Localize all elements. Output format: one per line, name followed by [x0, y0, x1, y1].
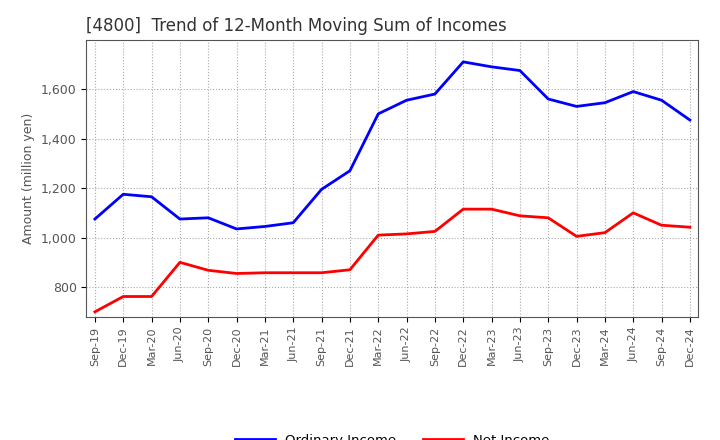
Net Income [289, 270, 297, 275]
Net Income [346, 267, 354, 272]
Net Income [148, 294, 156, 299]
Net Income [657, 223, 666, 228]
Net Income [431, 229, 439, 234]
Net Income [600, 230, 609, 235]
Net Income [233, 271, 241, 276]
Ordinary Income [91, 216, 99, 222]
Ordinary Income [119, 192, 127, 197]
Ordinary Income [346, 168, 354, 173]
Net Income [374, 232, 382, 238]
Net Income [204, 268, 212, 273]
Ordinary Income [176, 216, 184, 222]
Ordinary Income [402, 98, 411, 103]
Ordinary Income [204, 215, 212, 220]
Line: Net Income: Net Income [95, 209, 690, 312]
Net Income [176, 260, 184, 265]
Ordinary Income [600, 100, 609, 105]
Net Income [119, 294, 127, 299]
Ordinary Income [318, 187, 326, 192]
Legend: Ordinary Income, Net Income: Ordinary Income, Net Income [230, 429, 555, 440]
Ordinary Income [629, 89, 637, 94]
Ordinary Income [431, 92, 439, 97]
Net Income [91, 309, 99, 315]
Ordinary Income [657, 98, 666, 103]
Net Income [261, 270, 269, 275]
Ordinary Income [459, 59, 467, 65]
Ordinary Income [374, 111, 382, 117]
Ordinary Income [233, 226, 241, 231]
Ordinary Income [516, 68, 524, 73]
Net Income [459, 206, 467, 212]
Ordinary Income [572, 104, 581, 109]
Ordinary Income [289, 220, 297, 225]
Net Income [572, 234, 581, 239]
Ordinary Income [261, 224, 269, 229]
Ordinary Income [685, 117, 694, 123]
Ordinary Income [487, 64, 496, 70]
Text: [4800]  Trend of 12-Month Moving Sum of Incomes: [4800] Trend of 12-Month Moving Sum of I… [86, 17, 507, 35]
Net Income [685, 224, 694, 230]
Ordinary Income [544, 96, 552, 102]
Net Income [402, 231, 411, 237]
Line: Ordinary Income: Ordinary Income [95, 62, 690, 229]
Net Income [487, 206, 496, 212]
Net Income [629, 210, 637, 216]
Net Income [318, 270, 326, 275]
Net Income [516, 213, 524, 218]
Y-axis label: Amount (million yen): Amount (million yen) [22, 113, 35, 244]
Net Income [544, 215, 552, 220]
Ordinary Income [148, 194, 156, 199]
